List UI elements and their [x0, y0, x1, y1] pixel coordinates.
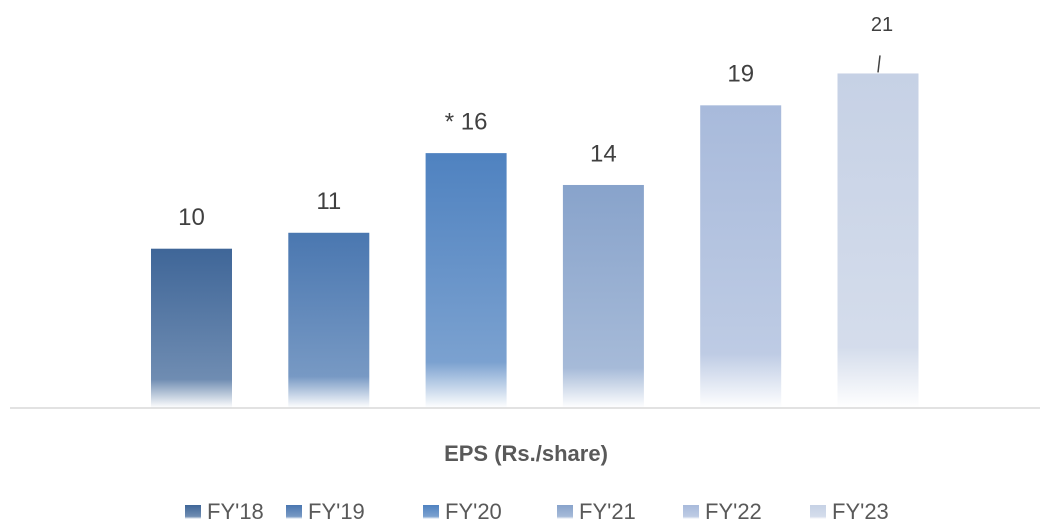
bar: [562, 184, 644, 408]
bar: [700, 105, 782, 408]
legend-label: FY'19: [308, 499, 365, 524]
legend-label: FY'21: [579, 499, 636, 524]
legend-swatch: [683, 505, 699, 519]
bar: [837, 73, 919, 408]
legend-label: FY'20: [445, 499, 502, 524]
legend-label: FY'22: [705, 499, 762, 524]
data-label: 19: [727, 61, 754, 88]
bar: [425, 153, 507, 408]
legend-swatch: [810, 505, 826, 519]
data-label: 11: [316, 188, 341, 215]
data-label: 21: [871, 14, 893, 36]
legend-label: FY'18: [207, 499, 264, 524]
legend-swatch: [557, 505, 573, 519]
legend-swatch: [185, 505, 201, 519]
bar: [288, 232, 370, 408]
data-label: * 16: [445, 108, 488, 135]
leader-line: [877, 55, 881, 73]
legend-swatch: [423, 505, 439, 519]
data-label: 14: [590, 140, 617, 167]
data-label: 10: [178, 204, 205, 231]
legend-swatch: [286, 505, 302, 519]
bar: [151, 248, 232, 408]
x-axis-label: EPS (Rs./share): [444, 441, 608, 466]
legend-label: FY'23: [832, 499, 889, 524]
